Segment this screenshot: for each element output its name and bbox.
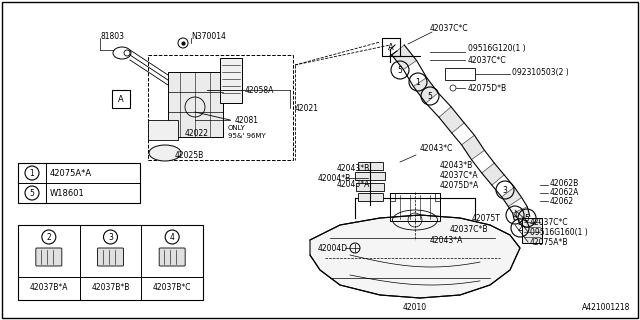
Text: 42037C*A: 42037C*A: [440, 171, 479, 180]
Text: W18601: W18601: [50, 188, 84, 197]
Bar: [18, 163, 140, 203]
Bar: [390, 193, 440, 221]
Polygon shape: [439, 107, 464, 133]
Text: 42075A*A: 42075A*A: [50, 169, 92, 178]
Text: 42058A: 42058A: [245, 85, 275, 94]
Text: 42021: 42021: [295, 103, 319, 113]
Bar: [220, 58, 242, 103]
Text: 5: 5: [525, 213, 529, 222]
Text: A421001218: A421001218: [582, 303, 630, 312]
Bar: [148, 120, 178, 140]
Text: 09516G120(1 ): 09516G120(1 ): [468, 44, 525, 52]
Text: 42075D*A: 42075D*A: [440, 180, 479, 189]
Bar: [435, 193, 440, 201]
Ellipse shape: [149, 145, 181, 161]
Text: 3: 3: [108, 233, 113, 242]
Text: 42043*B: 42043*B: [440, 161, 473, 170]
Bar: [358, 162, 383, 170]
Text: 42037B*C: 42037B*C: [153, 284, 191, 292]
Text: 42004D: 42004D: [318, 244, 348, 252]
Text: 1: 1: [415, 77, 420, 86]
Text: 42043*A: 42043*A: [337, 180, 370, 188]
Polygon shape: [502, 187, 522, 206]
Text: ONLY: ONLY: [228, 125, 246, 131]
FancyBboxPatch shape: [97, 248, 124, 266]
Bar: [390, 193, 395, 201]
Text: 42037B*B: 42037B*B: [92, 284, 130, 292]
Polygon shape: [482, 163, 504, 185]
FancyBboxPatch shape: [159, 248, 185, 266]
Text: 3: 3: [502, 186, 508, 195]
Text: 42075D*B: 42075D*B: [468, 84, 507, 92]
Text: 5: 5: [29, 188, 35, 197]
Bar: [522, 218, 542, 243]
Text: 4: 4: [170, 233, 175, 242]
Bar: [18, 225, 203, 300]
Bar: [382, 38, 400, 56]
Text: 09516G160(1 ): 09516G160(1 ): [530, 228, 588, 236]
Bar: [355, 172, 385, 180]
Text: 42081: 42081: [235, 116, 259, 124]
Text: N370014: N370014: [191, 31, 226, 41]
Text: 42037C*B: 42037C*B: [450, 225, 488, 234]
Text: 42062: 42062: [550, 196, 574, 205]
Bar: [112, 90, 130, 108]
Polygon shape: [413, 77, 438, 103]
Polygon shape: [392, 45, 417, 69]
Text: 42043*C: 42043*C: [420, 143, 453, 153]
Text: 42043*A: 42043*A: [430, 236, 463, 244]
Text: A: A: [118, 94, 124, 103]
Bar: [356, 183, 384, 191]
Text: 42010: 42010: [403, 303, 427, 313]
Text: 5: 5: [397, 66, 403, 75]
Text: 2: 2: [47, 233, 51, 242]
Text: 42025B: 42025B: [175, 150, 204, 159]
Text: 95&' 96MY: 95&' 96MY: [228, 133, 266, 139]
Text: A: A: [388, 43, 394, 52]
Text: 42043*B: 42043*B: [337, 164, 370, 172]
Bar: [168, 72, 223, 137]
Text: 42062B: 42062B: [550, 179, 579, 188]
Text: 42075T: 42075T: [472, 213, 501, 222]
Bar: [358, 193, 383, 201]
Bar: [148, 55, 293, 160]
Text: 5: 5: [428, 92, 433, 100]
Text: 42037B*A: 42037B*A: [29, 284, 68, 292]
Text: 42062A: 42062A: [550, 188, 579, 196]
Text: 42037C*C: 42037C*C: [530, 218, 568, 227]
Text: 2: 2: [518, 223, 522, 233]
Bar: [445, 68, 475, 80]
Text: 42037C*C: 42037C*C: [430, 23, 468, 33]
Text: 42022: 42022: [185, 129, 209, 138]
Text: 42037C*C: 42037C*C: [468, 55, 507, 65]
Text: 42075A*B: 42075A*B: [530, 237, 568, 246]
Polygon shape: [461, 135, 484, 160]
Text: 1: 1: [29, 169, 35, 178]
Polygon shape: [310, 215, 520, 298]
Text: 092310503(2 ): 092310503(2 ): [512, 68, 569, 76]
Ellipse shape: [113, 47, 131, 59]
FancyBboxPatch shape: [36, 248, 62, 266]
Text: 4: 4: [513, 211, 517, 220]
Polygon shape: [513, 207, 530, 220]
Text: 42004*B: 42004*B: [318, 173, 351, 182]
Text: 81803: 81803: [100, 31, 124, 41]
